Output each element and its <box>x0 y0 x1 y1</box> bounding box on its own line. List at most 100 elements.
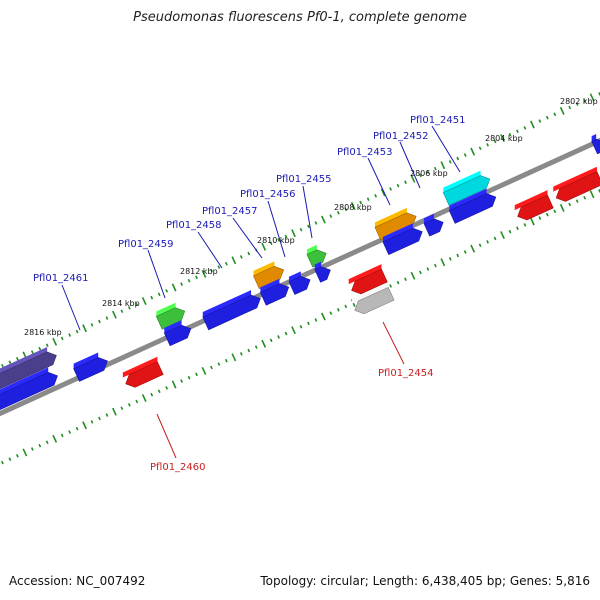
gene-block-rev-c[interactable] <box>553 166 600 202</box>
gene-block-2454[interactable] <box>351 282 395 315</box>
tick-mark <box>277 335 281 339</box>
gene-label-pfl01-2455[interactable]: Pfl01_2455 <box>276 174 332 185</box>
tick-mark <box>486 143 489 147</box>
tick-mark <box>553 112 557 117</box>
tick-mark <box>60 433 64 438</box>
gene-label-pfl01-2453[interactable]: Pfl01_2453 <box>337 147 393 158</box>
tick-mark <box>135 302 139 307</box>
tick-mark <box>16 357 19 361</box>
tick-mark <box>419 270 422 275</box>
gene-block-rev-a[interactable] <box>348 264 388 295</box>
tick-mark <box>231 353 237 362</box>
tick-label-2808: 2808 kbp <box>334 203 372 212</box>
tick-mark <box>523 126 527 130</box>
label-connector-line <box>147 249 166 299</box>
accession-text: Accession: NC_007492 <box>9 574 146 588</box>
tick-mark <box>440 258 446 267</box>
tick-mark <box>426 170 430 174</box>
tick-mark <box>165 289 169 293</box>
tick-mark <box>127 403 131 407</box>
tick-mark <box>329 214 333 218</box>
tick-mark <box>112 407 117 416</box>
gene-block-edge[interactable] <box>591 134 600 155</box>
tick-mark <box>410 174 416 183</box>
gene-block-left-blue[interactable] <box>0 367 58 414</box>
gene-label-pfl01-2452[interactable]: Pfl01_2452 <box>373 131 429 142</box>
gene-block-2456[interactable] <box>259 278 290 306</box>
tick-mark <box>448 160 452 164</box>
tick-mark <box>180 379 183 383</box>
tick-mark <box>38 346 42 351</box>
gene-block-2460[interactable] <box>122 356 164 388</box>
tick-mark <box>508 229 512 234</box>
tick-mark <box>105 316 109 320</box>
tick-label-2812: 2812 kbp <box>180 267 218 276</box>
tick-mark <box>22 448 28 457</box>
tick-label-2816: 2816 kbp <box>24 328 62 337</box>
tick-mark <box>217 362 221 366</box>
scale-labels: 2802 kbp 2804 kbp 2806 kbp 2808 kbp 2810… <box>24 97 598 337</box>
tick-mark <box>239 352 243 356</box>
gene-label-pfl01-2454[interactable]: Pfl01_2454 <box>378 368 434 379</box>
gene-block-2451b[interactable] <box>448 188 497 224</box>
tick-mark <box>120 309 124 314</box>
tick-mark <box>171 380 177 389</box>
tick-mark <box>396 280 400 285</box>
tick-mark <box>493 236 497 241</box>
tick-mark <box>105 413 109 417</box>
label-connector-line <box>197 231 223 269</box>
tick-label-2802: 2802 kbp <box>560 97 598 106</box>
tick-mark <box>82 324 87 333</box>
tick-mark <box>261 242 267 251</box>
gene-block-2453[interactable] <box>374 207 417 241</box>
gene-label-pfl01-2456[interactable]: Pfl01_2456 <box>240 189 296 200</box>
tick-mark <box>538 119 542 123</box>
gene-block-2451[interactable] <box>442 170 491 206</box>
tick-mark <box>82 421 87 430</box>
gene-block-2457b[interactable] <box>202 290 261 331</box>
gene-label-pfl01-2460[interactable]: Pfl01_2460 <box>150 462 206 473</box>
gene-block-2455[interactable] <box>306 244 327 268</box>
gene-block-2458[interactable] <box>163 320 192 347</box>
tick-mark <box>210 365 213 370</box>
tick-mark <box>448 257 452 261</box>
tick-mark <box>284 234 288 239</box>
tick-mark <box>201 269 207 278</box>
label-connector-line <box>267 200 286 258</box>
gene-block-2453b[interactable] <box>382 223 423 256</box>
gene-block-left-purple[interactable] <box>0 346 57 395</box>
gene-block-2455b[interactable] <box>314 261 331 283</box>
gene-block-rev-b[interactable] <box>514 190 554 221</box>
tick-mark <box>8 360 12 364</box>
tick-mark <box>60 336 64 341</box>
gene-label-pfl01-2458[interactable]: Pfl01_2458 <box>166 220 222 231</box>
tick-mark <box>141 297 147 306</box>
gene-label-pfl01-2461[interactable]: Pfl01_2461 <box>33 273 89 284</box>
tick-mark <box>470 147 476 156</box>
tick-mark <box>299 324 303 329</box>
tick-mark <box>269 338 273 343</box>
gene-block-2459[interactable] <box>155 302 186 330</box>
gene-block-2456b[interactable] <box>288 271 311 295</box>
tick-mark <box>150 295 154 300</box>
gene-block-2457[interactable] <box>253 261 285 289</box>
tick-mark <box>410 271 416 280</box>
gene-block-2461[interactable] <box>73 352 108 382</box>
gene-label-pfl01-2459[interactable]: Pfl01_2459 <box>118 239 174 250</box>
tick-mark <box>486 240 489 244</box>
tick-mark <box>559 203 565 212</box>
gene-block-2452[interactable] <box>423 213 444 237</box>
tick-mark <box>187 278 191 283</box>
tick-mark <box>500 134 505 143</box>
tick-mark <box>568 105 572 110</box>
gene-label-pfl01-2451[interactable]: Pfl01_2451 <box>410 115 466 126</box>
tick-mark <box>261 339 267 348</box>
tick-mark <box>523 223 527 227</box>
tick-mark <box>380 188 386 197</box>
tick-mark <box>314 318 318 322</box>
tick-mark <box>157 292 161 297</box>
label-connector-line <box>399 141 421 189</box>
gene-label-pfl01-2457[interactable]: Pfl01_2457 <box>202 206 258 217</box>
tick-mark <box>254 345 258 349</box>
tick-mark <box>8 457 12 461</box>
